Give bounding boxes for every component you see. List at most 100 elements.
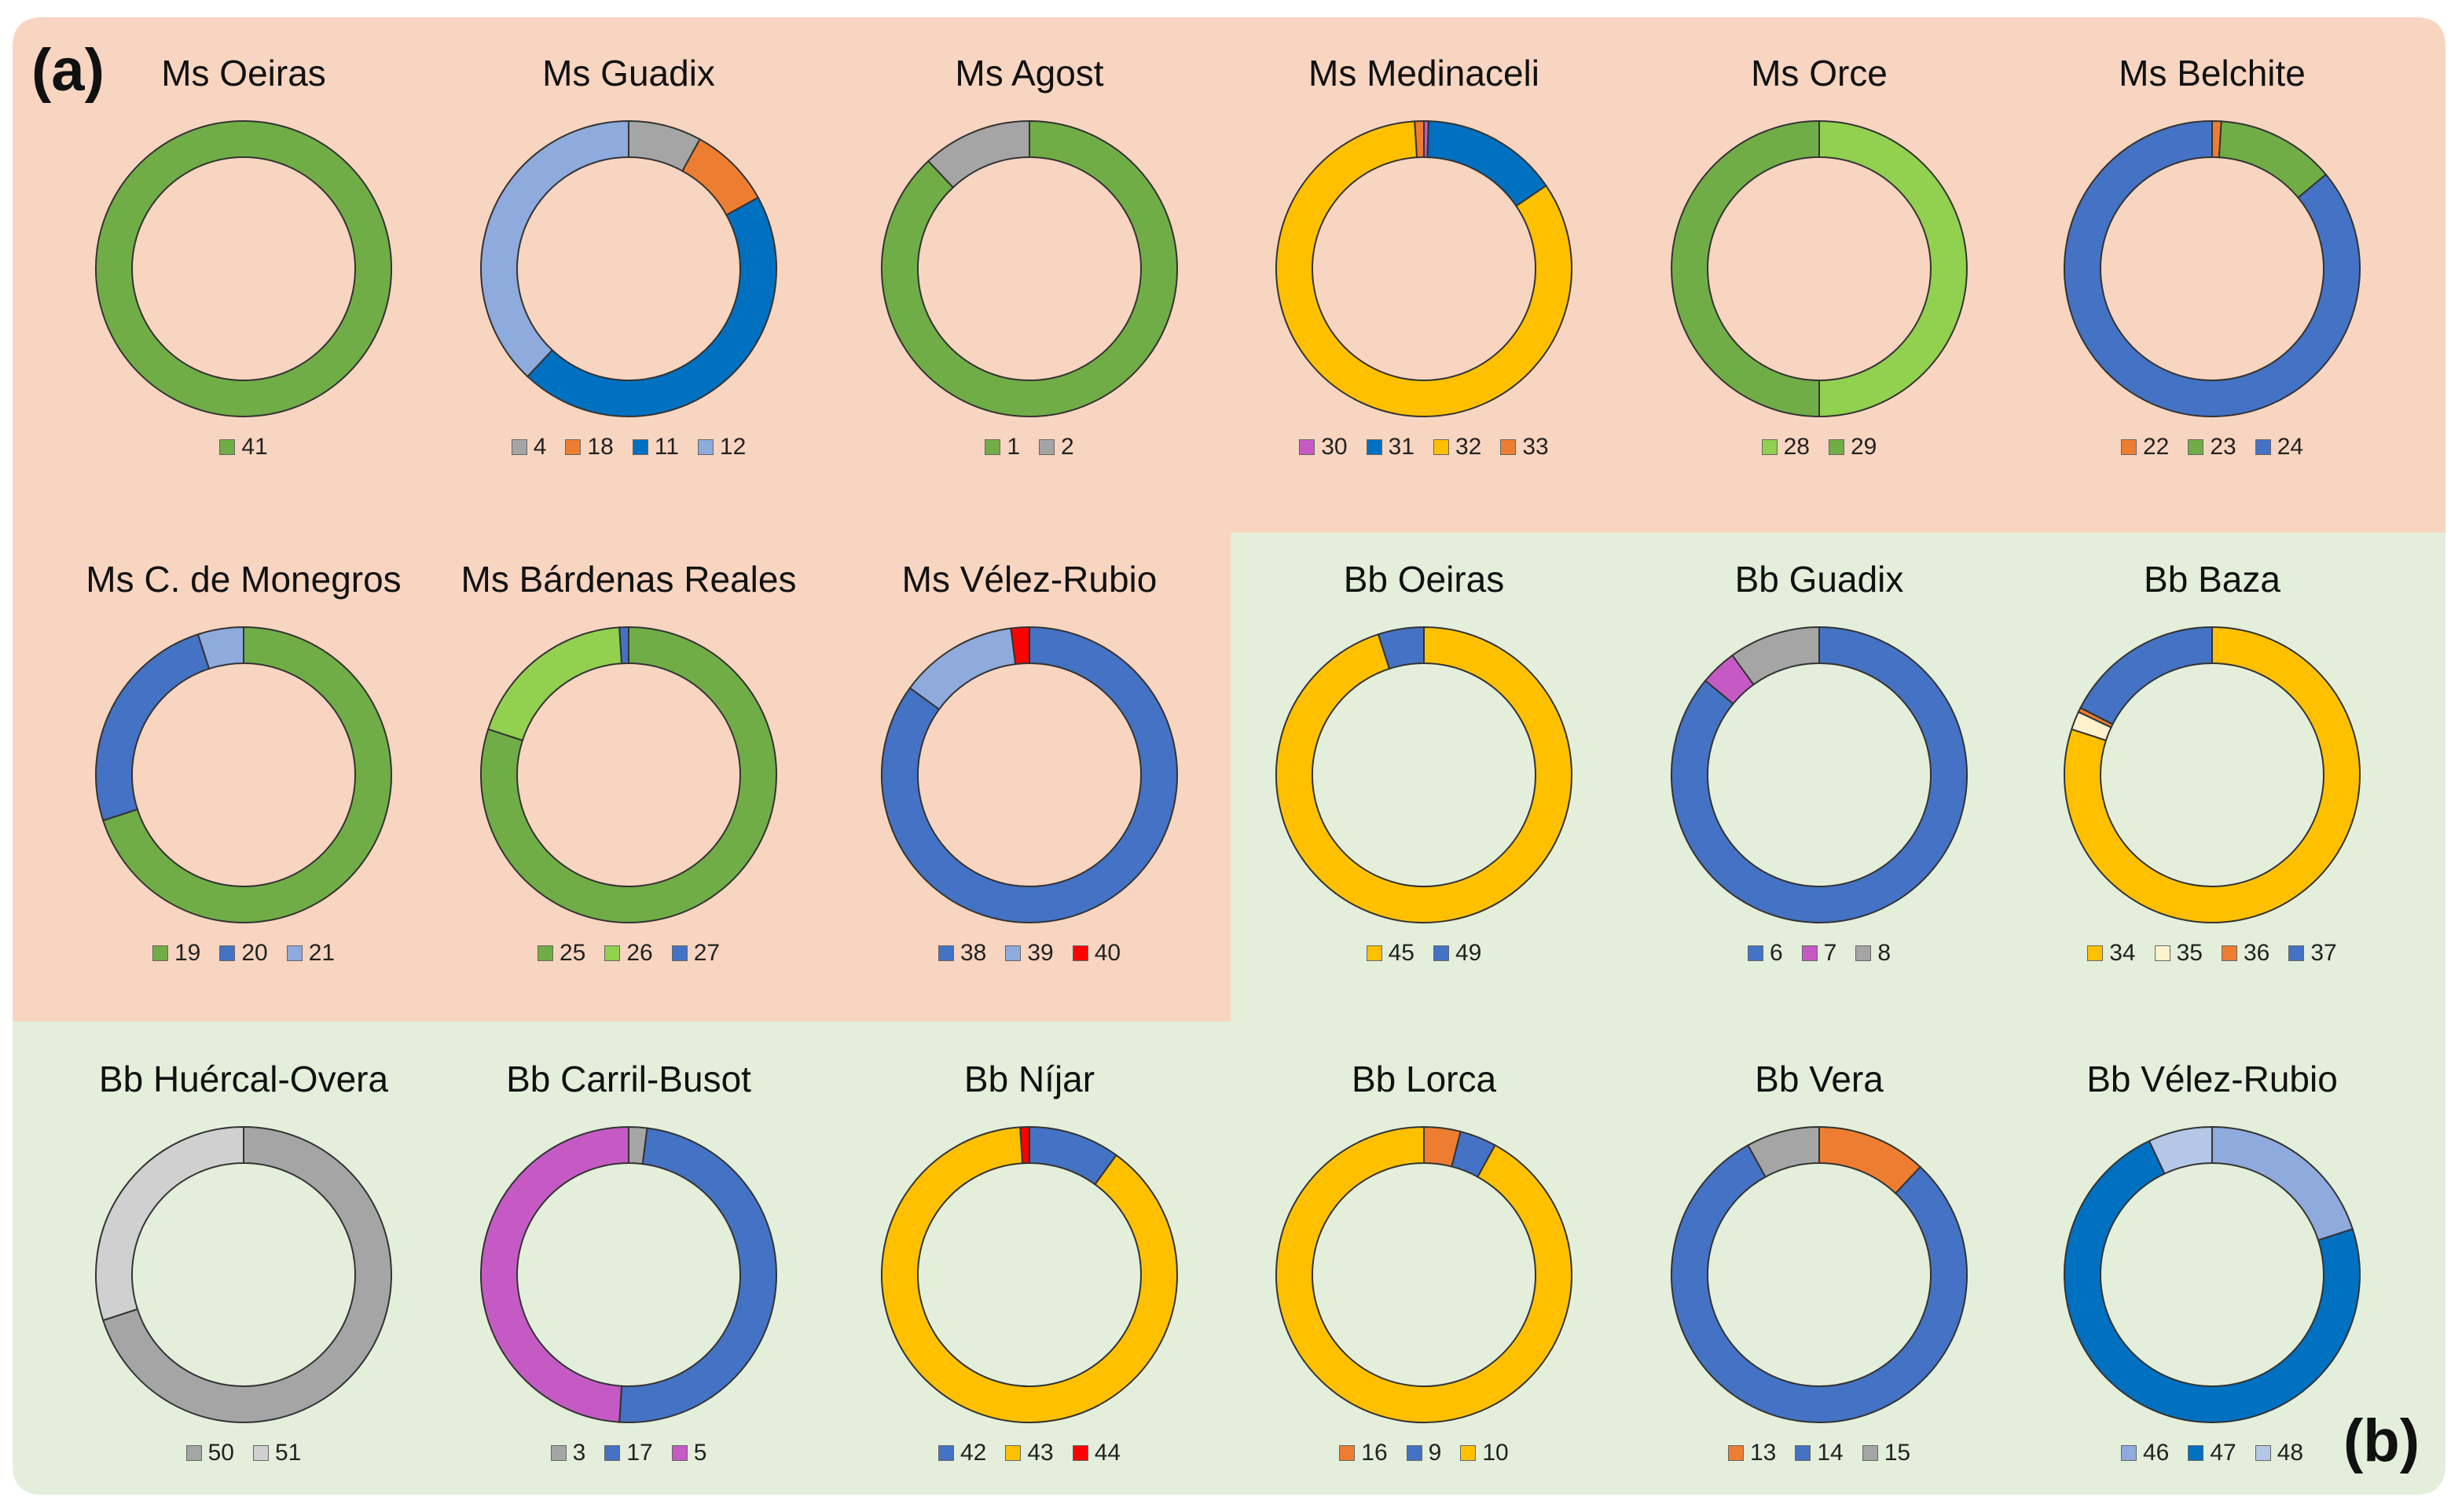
legend-item: 41	[219, 435, 268, 459]
legend-swatch	[1039, 439, 1055, 455]
donut-ring	[95, 1125, 392, 1423]
donut-ring	[1275, 626, 1572, 923]
chart-legend: 4 18 11 12	[401, 435, 857, 460]
legend-swatch	[1727, 1445, 1744, 1461]
chart-title: Bb Carril-Busot	[506, 1059, 751, 1099]
legend-swatch	[632, 439, 648, 455]
legend-item: 4	[511, 434, 547, 460]
legend-label: 22	[2142, 434, 2170, 460]
donut-slice-41	[95, 119, 392, 418]
donut-slice-24	[2064, 119, 2361, 417]
donut-chart-bb-baza: Bb Baza 34 35 36 37	[2016, 561, 2409, 1001]
panel-label-a: (a)	[31, 37, 105, 104]
legend-item: 5	[671, 1441, 706, 1465]
legend-item: 40	[1072, 941, 1121, 965]
donut-ring	[2064, 1125, 2361, 1423]
legend-label: 48	[2277, 1440, 2304, 1466]
donut-ring	[95, 626, 392, 923]
legend-swatch	[1366, 945, 1382, 961]
donut-slice-40	[1010, 626, 1030, 666]
legend-label: 4	[533, 434, 547, 460]
donut-chart-ms-medinaceli: Ms Medinaceli 30 31 32 33	[1227, 55, 1620, 495]
donut-ring	[2064, 626, 2361, 923]
donut-chart-ms-orce: Ms Orce 28 29	[1623, 55, 2016, 495]
legend-item: 26	[604, 940, 653, 966]
legend-swatch	[1795, 1445, 1811, 1461]
donut-slice-11	[526, 196, 777, 417]
donut-ring	[2064, 119, 2361, 417]
donut-ring	[881, 626, 1178, 923]
chart-title: Ms Bárdenas Reales	[460, 559, 797, 600]
legend-swatch	[671, 1445, 688, 1461]
legend-item: 12	[697, 434, 747, 460]
legend-swatch	[1460, 1445, 1477, 1461]
donut-slice-45	[1275, 626, 1572, 923]
legend-swatch	[697, 439, 714, 455]
legend-swatch	[985, 439, 1001, 455]
legend-swatch	[1005, 945, 1022, 961]
legend-item: 23	[2188, 435, 2236, 459]
legend-swatch	[2255, 1445, 2271, 1461]
chart-legend: 34 35 36 37	[1984, 941, 2440, 966]
donut-ring	[1671, 1125, 1968, 1423]
donut-slice-32	[1275, 120, 1572, 417]
legend-swatch	[2120, 439, 2137, 455]
legend-label: 19	[174, 940, 201, 966]
chart-legend: 16 9 10	[1196, 1441, 1652, 1466]
legend-label: 3	[572, 1440, 586, 1466]
legend-label: 21	[308, 940, 336, 966]
legend-item: 2	[1039, 435, 1074, 459]
legend-item: 48	[2255, 1441, 2303, 1465]
donut-ring	[480, 626, 777, 923]
chart-legend: 22 23 24	[1984, 435, 2440, 460]
donut-slice-1	[881, 119, 1178, 417]
donut-chart-bb-guadix: Bb Guadix 6 7 8	[1623, 561, 2016, 1001]
legend-item: 22	[2120, 434, 2170, 460]
donut-slice-48	[2148, 1125, 2213, 1175]
chart-title: Bb Baza	[2144, 559, 2280, 600]
donut-chart-ms-agost: Ms Agost 1 2	[833, 55, 1226, 495]
donut-slice-37	[2079, 626, 2213, 725]
legend-item: 49	[1433, 941, 1481, 965]
chart-legend: 38 39 40	[802, 941, 1257, 966]
legend-label: 31	[1388, 434, 1414, 460]
donut-slice-39	[908, 627, 1017, 710]
chart-legend: 19 20 21	[16, 941, 471, 966]
chart-legend: 45 49	[1196, 941, 1652, 966]
legend-item: 11	[632, 435, 679, 459]
legend-swatch	[2255, 439, 2271, 455]
chart-title: Ms Agost	[955, 53, 1104, 94]
legend-label: 47	[2210, 1440, 2236, 1466]
legend-label: 20	[241, 940, 268, 966]
donut-chart-bb-oeiras: Bb Oeiras 45 49	[1227, 561, 1620, 1001]
legend-label: 26	[626, 940, 653, 966]
donut-chart-ms-oeiras: Ms Oeiras 41	[47, 55, 440, 495]
donut-slice-15	[1747, 1125, 1820, 1178]
donut-slice-26	[486, 626, 623, 742]
legend-item: 30	[1299, 435, 1348, 459]
legend-label: 32	[1455, 434, 1482, 460]
legend-label: 12	[719, 434, 747, 460]
legend-swatch	[1761, 439, 1778, 455]
legend-label: 24	[2277, 434, 2304, 460]
donut-ring	[1671, 119, 1968, 418]
chart-title: Bb Níjar	[963, 1059, 1095, 1099]
legend-swatch	[2154, 945, 2170, 961]
donut-ring	[480, 1125, 777, 1423]
donut-ring	[95, 119, 392, 418]
legend-swatch	[1747, 945, 1763, 961]
legend-item: 15	[1862, 1441, 1910, 1465]
legend-label: 42	[959, 1440, 987, 1466]
legend-swatch	[1366, 439, 1382, 455]
chart-title: Bb Oeiras	[1343, 559, 1505, 600]
legend-item: 47	[2188, 1441, 2236, 1465]
legend-item: 31	[1366, 434, 1414, 460]
legend-label: 44	[1094, 1440, 1121, 1466]
legend-item: 32	[1433, 435, 1481, 459]
legend-label: 23	[2210, 434, 2236, 460]
legend-swatch	[2188, 439, 2204, 455]
legend-item: 34	[2087, 941, 2136, 965]
chart-title: Bb Huércal-Overa	[98, 1059, 389, 1099]
legend-swatch	[1829, 439, 1844, 455]
